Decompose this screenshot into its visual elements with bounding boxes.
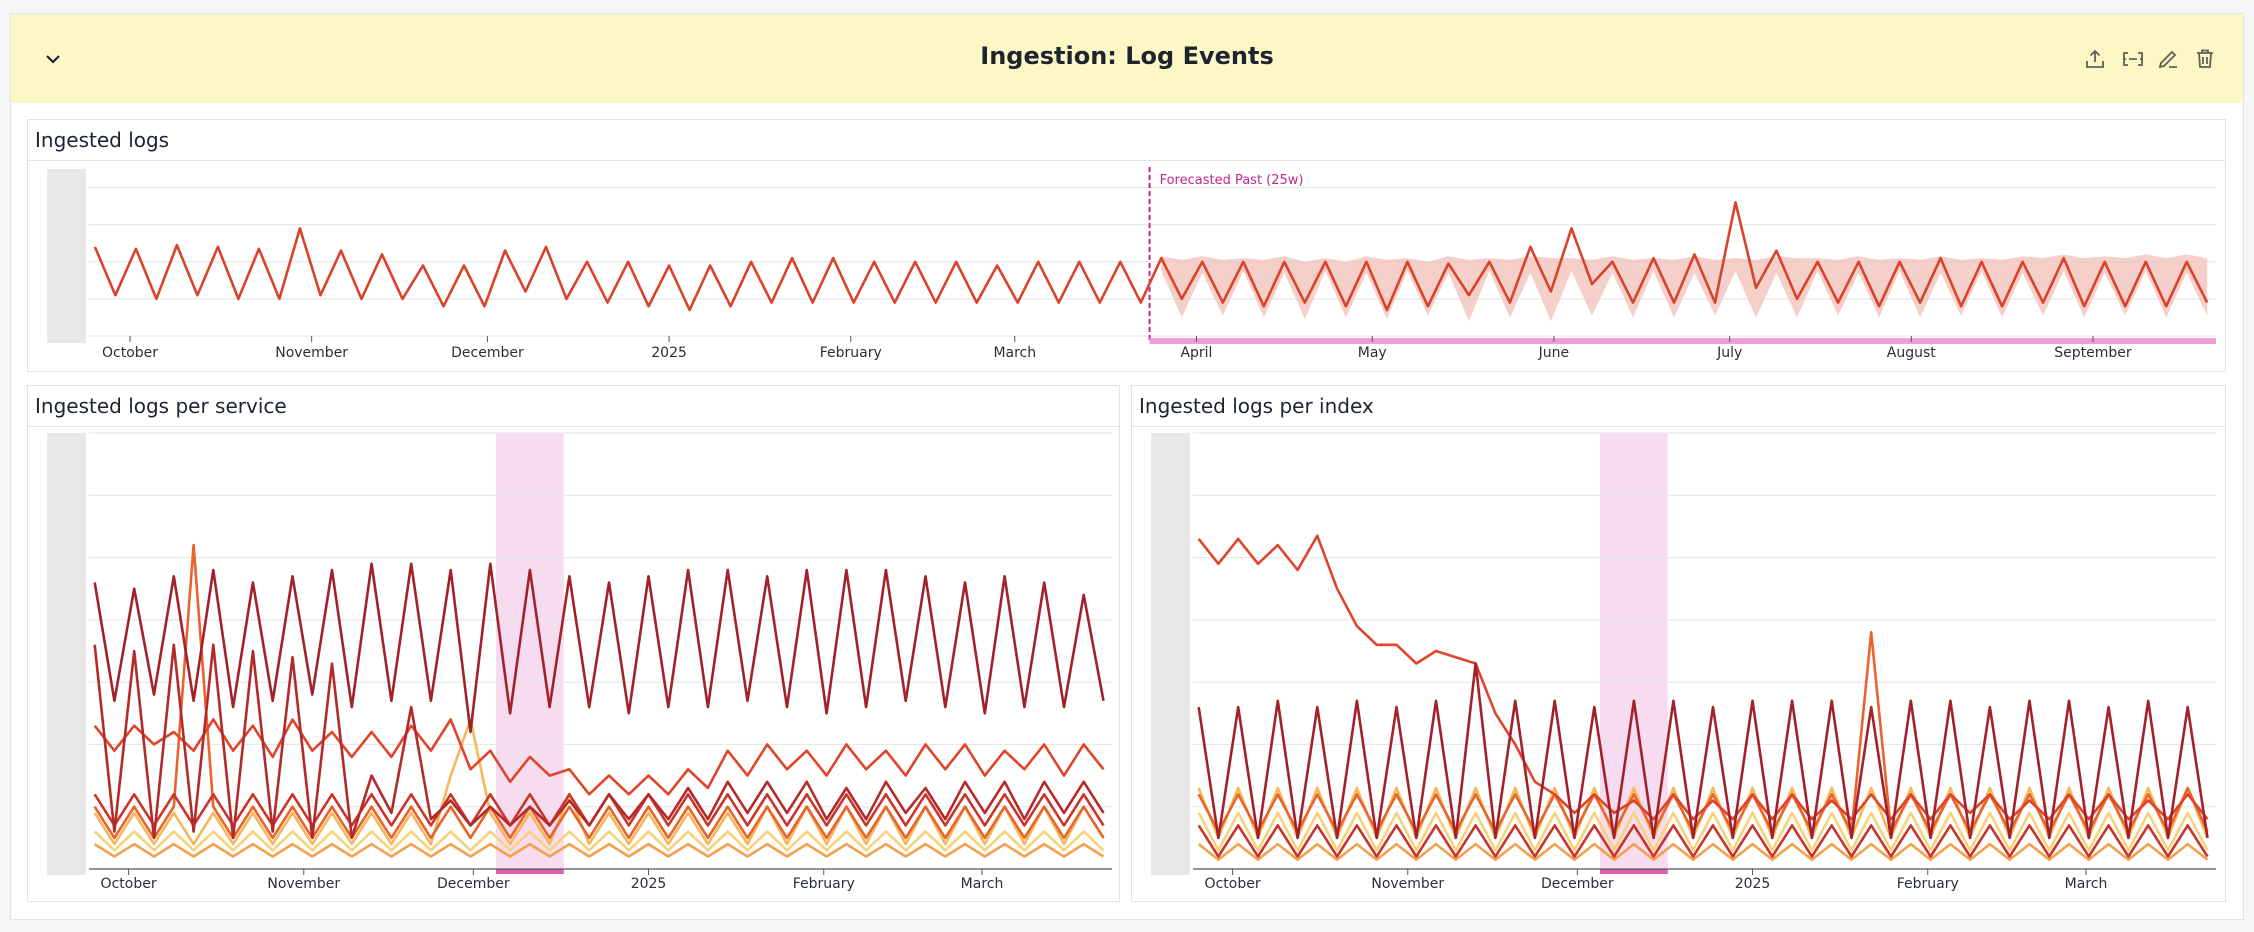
series-line-6[interactable] (93, 643, 1105, 840)
chart-ingested-logs[interactable]: Forecasted Past (25w) October November Dece… (89, 167, 2216, 361)
group-header: Ingestion: Log Events (11, 14, 2243, 103)
widget-ingested-logs[interactable]: Ingested logs Forecasted Past (25w) Octob… (27, 119, 2226, 372)
series-line-0[interactable] (94, 842, 1105, 858)
forecast-marker-label: Forecasted Past (25w) (1159, 173, 1304, 188)
forecast-bar (1149, 338, 2216, 344)
x-tick-label: December (437, 876, 510, 892)
divider (28, 160, 2225, 161)
x-tick-label: June (1538, 345, 1570, 361)
highlight-band (495, 433, 564, 869)
series-line-6[interactable] (1197, 662, 2209, 840)
x-tick-label: November (1371, 876, 1445, 892)
x-tick-label: October (1204, 876, 1261, 892)
divider (1132, 426, 2225, 427)
series-line-3[interactable] (93, 543, 1105, 840)
series-line-1[interactable] (1197, 824, 2209, 858)
series-line-0[interactable] (1197, 842, 2209, 861)
x-tick-label: February (819, 345, 882, 361)
x-tick-label: November (267, 876, 341, 892)
x-tick-label: May (1357, 345, 1387, 361)
x-tick-label: December (1541, 876, 1614, 892)
chevron-down-icon[interactable] (41, 47, 65, 71)
export-icon[interactable] (2083, 47, 2107, 71)
series-line-2[interactable] (1197, 811, 2209, 852)
widget-ingested-logs-per-index[interactable]: Ingested logs per index October November D… (1131, 385, 2226, 902)
widget-ingested-logs-per-service[interactable]: Ingested logs per service October Novembe… (27, 385, 1120, 902)
x-tick-label: November (275, 345, 349, 361)
widget-title: Ingested logs per service (35, 394, 287, 418)
series-line-5[interactable] (1197, 534, 2209, 821)
x-tick-label: July (1717, 345, 1743, 361)
x-tick-label: February (1896, 876, 1959, 892)
trash-icon[interactable] (2193, 47, 2217, 71)
series-line-0[interactable] (93, 201, 2209, 312)
group-title: Ingestion: Log Events (980, 42, 1274, 70)
edit-icon[interactable] (2156, 47, 2180, 71)
chart-logs-per-service[interactable]: October November December 2025 February March (89, 432, 1112, 892)
chart-svg (89, 167, 2216, 344)
x-tick-label: October (100, 876, 157, 892)
series-line-4[interactable] (1197, 631, 2209, 833)
x-tick-label: 2025 (651, 345, 687, 361)
x-tick-label: December (451, 345, 524, 361)
x-tick-label: October (102, 345, 159, 361)
chart-svg (1193, 432, 2216, 875)
x-tick-label: February (792, 876, 855, 892)
highlight-bar (1599, 869, 1668, 874)
dashboard-group: Ingestion: Log Events Ingested logs Fore… (10, 13, 2244, 920)
x-tick-label: 2025 (630, 876, 667, 892)
series-line-5[interactable] (93, 718, 1105, 796)
series-line-2[interactable] (93, 718, 1105, 846)
x-tick-label: September (2054, 345, 2132, 361)
split-icon[interactable] (2121, 47, 2145, 71)
x-tick-label: March (2064, 876, 2108, 892)
x-tick-label: March (960, 876, 1004, 892)
series-line-7[interactable] (93, 562, 1105, 734)
widget-title: Ingested logs per index (1139, 394, 1374, 418)
x-tick-label: April (1180, 345, 1213, 361)
highlight-bar (495, 869, 564, 874)
y-axis-placeholder (47, 169, 86, 343)
y-axis-placeholder (47, 433, 86, 875)
x-tick-label: 2025 (1734, 876, 1771, 892)
chart-svg (89, 432, 1112, 875)
x-tick-label: March (993, 345, 1037, 361)
chart-logs-per-index[interactable]: October November December 2025 February March (1193, 432, 2216, 892)
series-line-1[interactable] (93, 830, 1105, 852)
y-axis-placeholder (1151, 433, 1190, 875)
divider (28, 426, 1119, 427)
widget-title: Ingested logs (35, 128, 170, 152)
x-tick-label: August (1886, 345, 1936, 361)
